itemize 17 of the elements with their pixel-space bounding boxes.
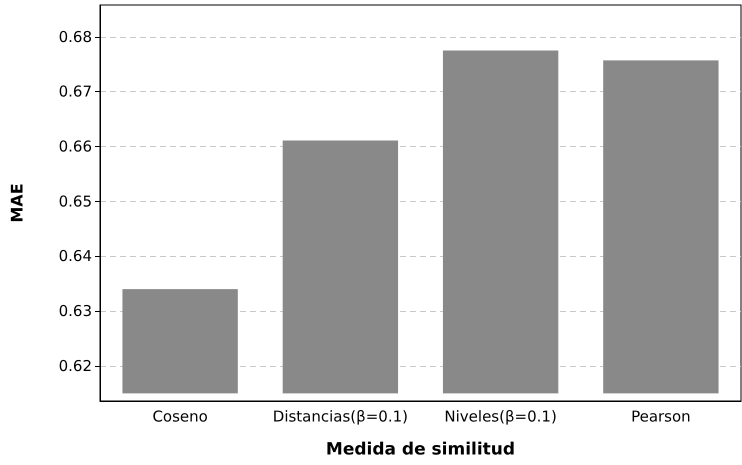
y-tick-label: 0.65 [58,192,92,210]
bar [282,140,398,394]
y-tick-label: 0.63 [58,302,92,320]
x-tick-label: Niveles(β=0.1) [444,408,557,426]
bar [603,60,719,394]
y-tick-label: 0.68 [58,28,92,46]
x-tick-label: Pearson [631,408,691,426]
x-tick-label: Distancias(β=0.1) [272,408,408,426]
x-axis-title: Medida de similitud [326,440,516,460]
y-axis-title: MAE [8,183,26,223]
bar [122,289,238,394]
bar [442,50,558,394]
y-tick-label: 0.67 [58,82,92,101]
y-tick-label: 0.62 [58,356,92,375]
y-tick-label: 0.64 [58,247,92,266]
x-tick-label: Coseno [152,408,208,426]
y-tick-label: 0.66 [58,138,92,156]
